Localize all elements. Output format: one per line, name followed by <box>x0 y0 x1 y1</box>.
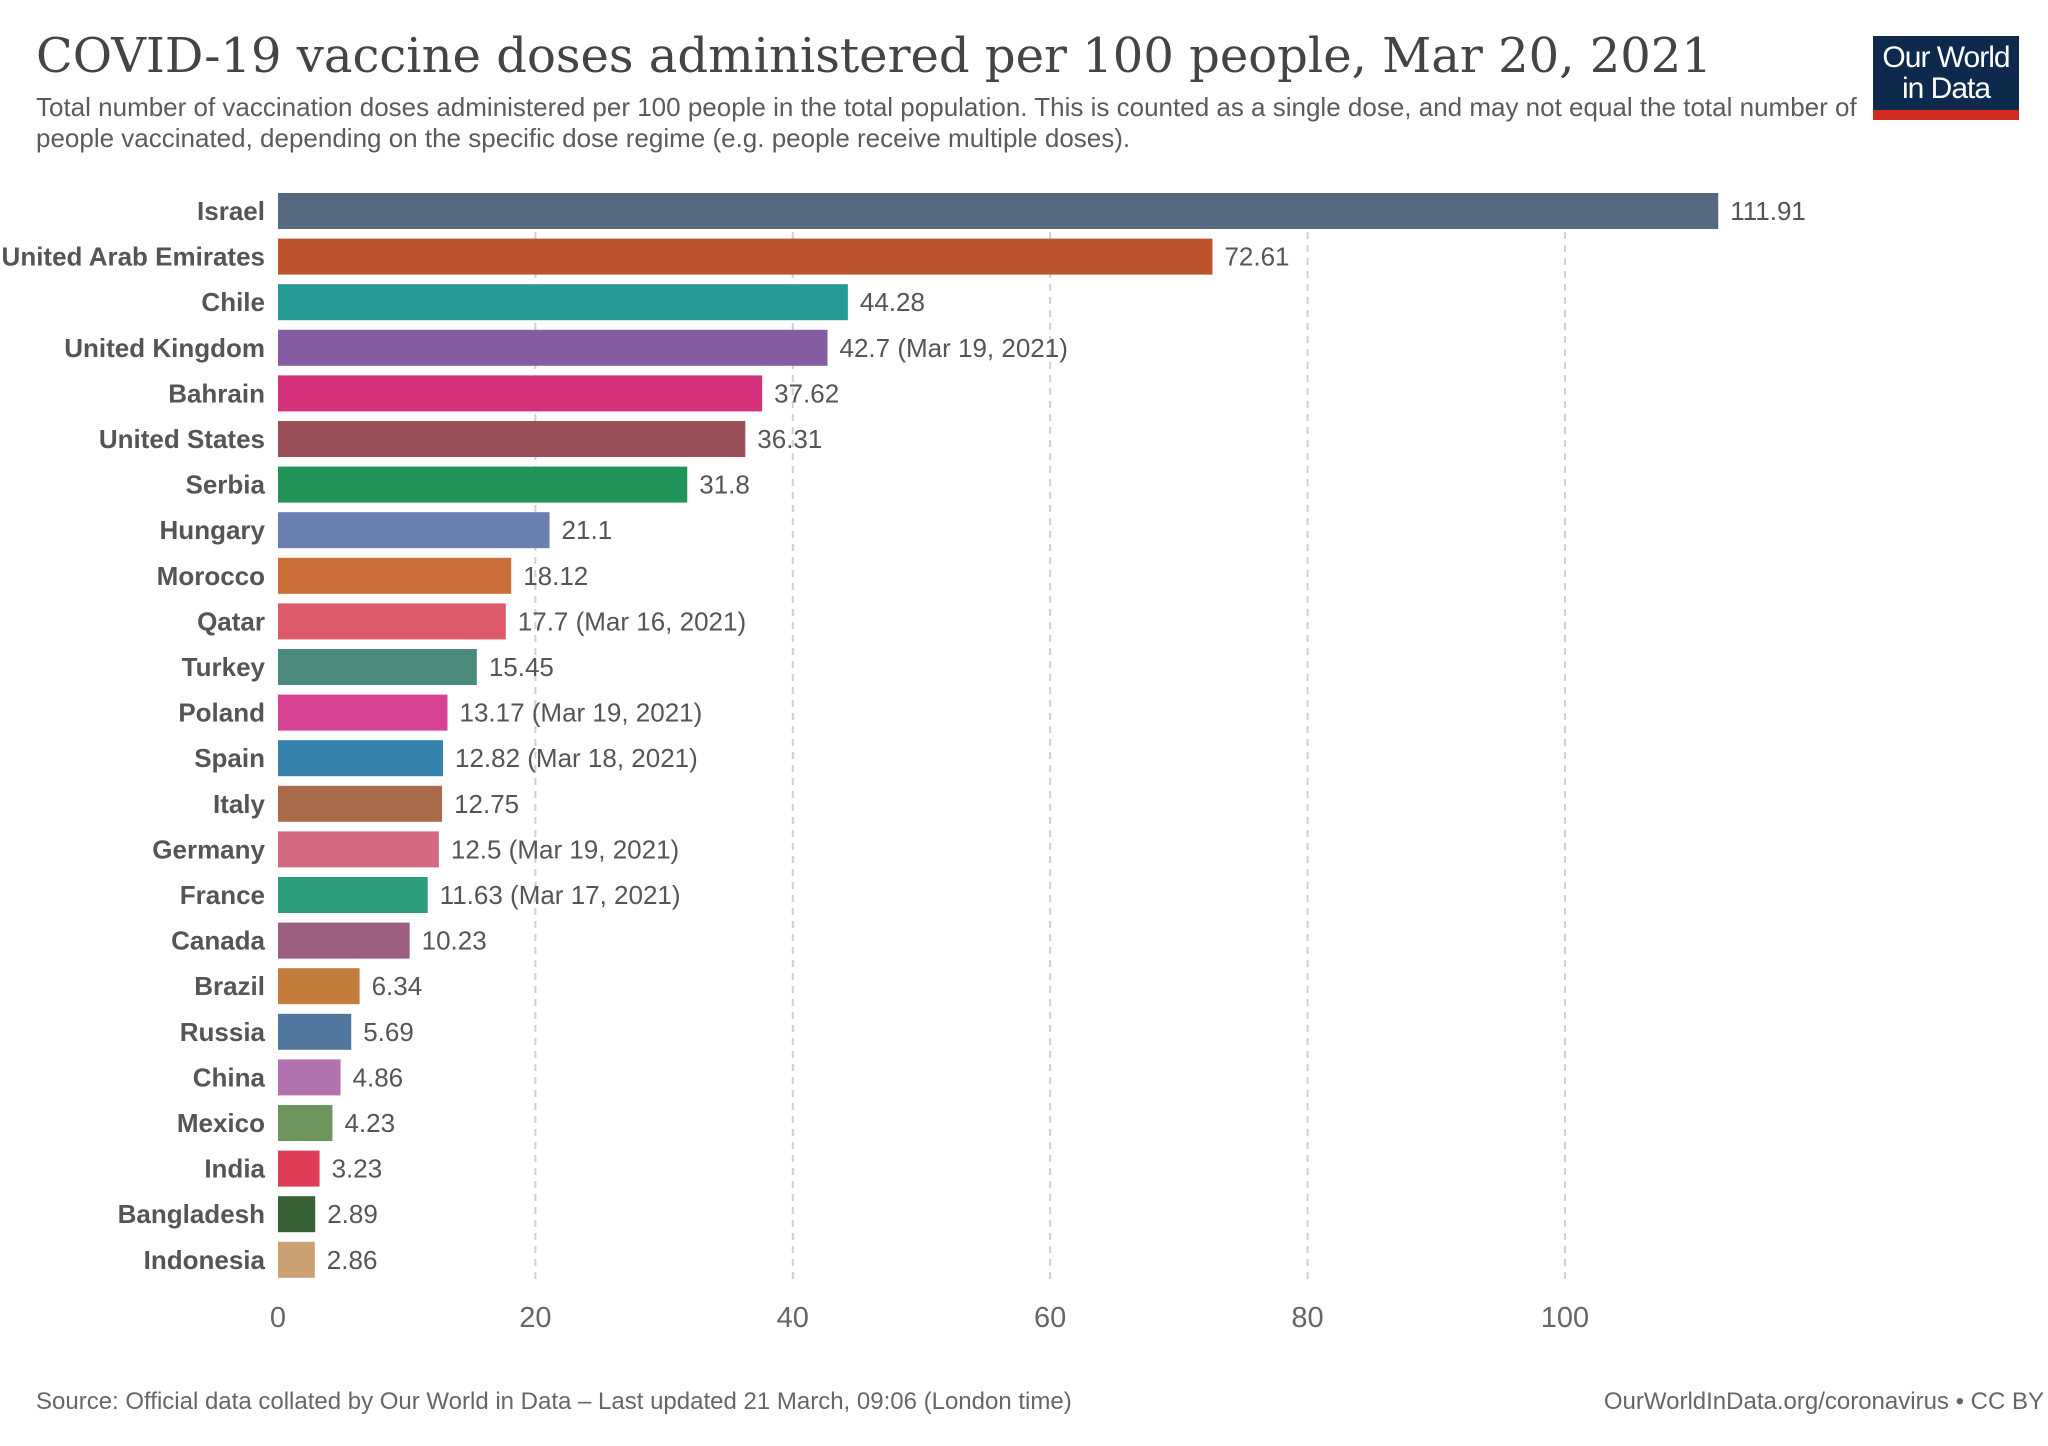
category-label: Israel <box>197 196 265 226</box>
bar-spain[interactable] <box>278 740 443 777</box>
bar-russia[interactable] <box>278 1013 352 1050</box>
bar-qatar[interactable] <box>278 603 506 640</box>
bar-brazil[interactable] <box>278 968 360 1005</box>
value-label: 2.86 <box>327 1245 378 1275</box>
value-label: 10.23 <box>422 926 487 956</box>
category-label: Indonesia <box>144 1245 266 1275</box>
bar-united-kingdom[interactable] <box>278 329 828 366</box>
category-label: Poland <box>178 698 265 728</box>
category-label: India <box>204 1154 265 1184</box>
category-label: United Kingdom <box>64 333 265 363</box>
x-tick-label: 40 <box>777 1302 809 1334</box>
x-tick-label: 80 <box>1291 1302 1323 1334</box>
bar-poland[interactable] <box>278 694 448 731</box>
category-label: Morocco <box>157 561 265 591</box>
category-label: Russia <box>180 1017 266 1047</box>
value-label: 6.34 <box>372 971 423 1001</box>
value-label: 72.61 <box>1224 242 1289 272</box>
x-axis-ticks: 0 20 40 60 80 100 <box>270 1302 1589 1334</box>
bar-canada[interactable] <box>278 922 410 959</box>
logo-line-2: in Data <box>1901 72 1991 105</box>
license-link[interactable]: OurWorldInData.org/coronavirus • CC BY <box>1603 1388 2044 1415</box>
gridlines <box>534 193 1566 1285</box>
value-label: 4.23 <box>344 1108 395 1138</box>
category-label: Turkey <box>182 652 266 682</box>
owid-logo[interactable]: Our World in Data <box>1873 36 2019 120</box>
value-label: 4.86 <box>353 1062 404 1092</box>
bar-mexico[interactable] <box>278 1105 333 1141</box>
bar-italy[interactable] <box>278 785 443 822</box>
value-label: 12.82 (Mar 18, 2021) <box>455 743 698 773</box>
value-label: 11.63 (Mar 17, 2021) <box>440 880 681 910</box>
bars <box>278 193 1719 1278</box>
bar-france[interactable] <box>278 877 428 913</box>
bar-turkey[interactable] <box>278 649 477 685</box>
bar-indonesia[interactable] <box>278 1241 315 1278</box>
bar-united-states[interactable] <box>278 421 746 457</box>
bar-bangladesh[interactable] <box>278 1196 316 1233</box>
bar-united-arab-emirates[interactable] <box>278 238 1213 275</box>
value-label: 31.8 <box>699 470 750 500</box>
value-label: 21.1 <box>562 515 613 545</box>
category-label: United Arab Emirates <box>2 242 265 272</box>
category-label: Bahrain <box>168 378 265 408</box>
value-label: 15.45 <box>489 652 554 682</box>
value-label: 12.5 (Mar 19, 2021) <box>451 834 679 864</box>
category-label: Canada <box>171 926 265 956</box>
logo-line-1: Our World <box>1882 41 2010 74</box>
category-label: United States <box>99 424 265 454</box>
labels: Israel 111.91 United Arab Emirates 72.61 Chi… <box>2 196 1806 1275</box>
value-label: 42.7 (Mar 19, 2021) <box>840 333 1068 363</box>
category-label: France <box>180 880 265 910</box>
bar-morocco[interactable] <box>278 557 512 594</box>
value-label: 3.23 <box>332 1154 383 1184</box>
bar-china[interactable] <box>278 1059 341 1096</box>
category-label: Chile <box>201 287 265 317</box>
category-label: Germany <box>152 834 265 864</box>
value-label: 44.28 <box>860 287 925 317</box>
value-label: 2.89 <box>327 1199 378 1229</box>
bar-hungary[interactable] <box>278 512 550 549</box>
value-label: 18.12 <box>523 561 588 591</box>
category-label: Serbia <box>186 470 266 500</box>
category-label: Brazil <box>194 971 265 1001</box>
category-label: Italy <box>213 789 266 819</box>
category-label: Qatar <box>197 606 265 636</box>
x-tick-label: 0 <box>270 1302 286 1334</box>
value-label: 37.62 <box>774 378 839 408</box>
x-tick-label: 60 <box>1034 1302 1066 1334</box>
bar-bahrain[interactable] <box>278 375 763 412</box>
source-note: Source: Official data collated by Our Wo… <box>36 1388 1072 1415</box>
value-label: 5.69 <box>363 1017 414 1047</box>
category-label: Spain <box>194 743 265 773</box>
bar-chile[interactable] <box>278 284 848 321</box>
x-tick-label: 100 <box>1541 1302 1589 1334</box>
bar-serbia[interactable] <box>278 466 688 503</box>
chart-subtitle: Total number of vaccination doses admini… <box>36 92 1857 153</box>
x-tick-label: 20 <box>519 1302 551 1334</box>
value-label: 17.7 (Mar 16, 2021) <box>518 606 746 636</box>
bar-israel[interactable] <box>278 193 1719 229</box>
category-label: Bangladesh <box>118 1199 265 1229</box>
category-label: Hungary <box>160 515 266 545</box>
value-label: 12.75 <box>454 789 519 819</box>
category-label: Mexico <box>177 1108 265 1138</box>
bar-germany[interactable] <box>278 831 439 868</box>
value-label: 13.17 (Mar 19, 2021) <box>459 698 702 728</box>
category-label: China <box>193 1062 266 1092</box>
chart-title: COVID-19 vaccine doses administered per … <box>36 28 1712 84</box>
value-label: 36.31 <box>757 424 822 454</box>
bar-india[interactable] <box>278 1150 320 1187</box>
value-label: 111.91 <box>1730 196 1806 226</box>
